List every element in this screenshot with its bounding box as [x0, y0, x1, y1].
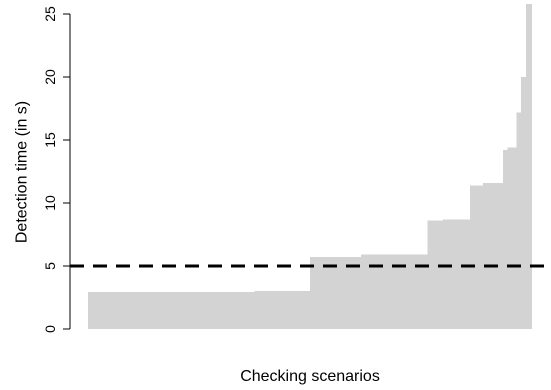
y-tick-label-20: 20 — [42, 69, 58, 85]
area-step-6 — [469, 185, 484, 329]
detection-time-area — [88, 3, 532, 329]
area-step-2 — [310, 257, 362, 329]
area-step-7 — [483, 182, 504, 329]
x-axis-label: Checking scenarios — [240, 368, 380, 385]
area-step-12 — [526, 3, 532, 329]
y-tick-label-10: 10 — [42, 195, 58, 211]
area-step-1 — [254, 291, 310, 329]
y-ticks: 0 5 10 15 20 25 — [42, 6, 70, 333]
y-axis-label: Detection time (in s) — [14, 101, 31, 243]
area-step-4 — [427, 220, 444, 329]
y-tick-label-5: 5 — [42, 262, 58, 270]
area-step-11 — [520, 77, 527, 329]
area-step-10 — [516, 112, 521, 329]
y-tick-label-15: 15 — [42, 132, 58, 148]
area-step-8 — [503, 150, 508, 329]
area-step-0 — [88, 291, 255, 329]
area-step-9 — [507, 147, 517, 329]
y-tick-label-25: 25 — [42, 6, 58, 22]
area-step-5 — [443, 219, 470, 329]
y-tick-label-0: 0 — [42, 325, 58, 333]
